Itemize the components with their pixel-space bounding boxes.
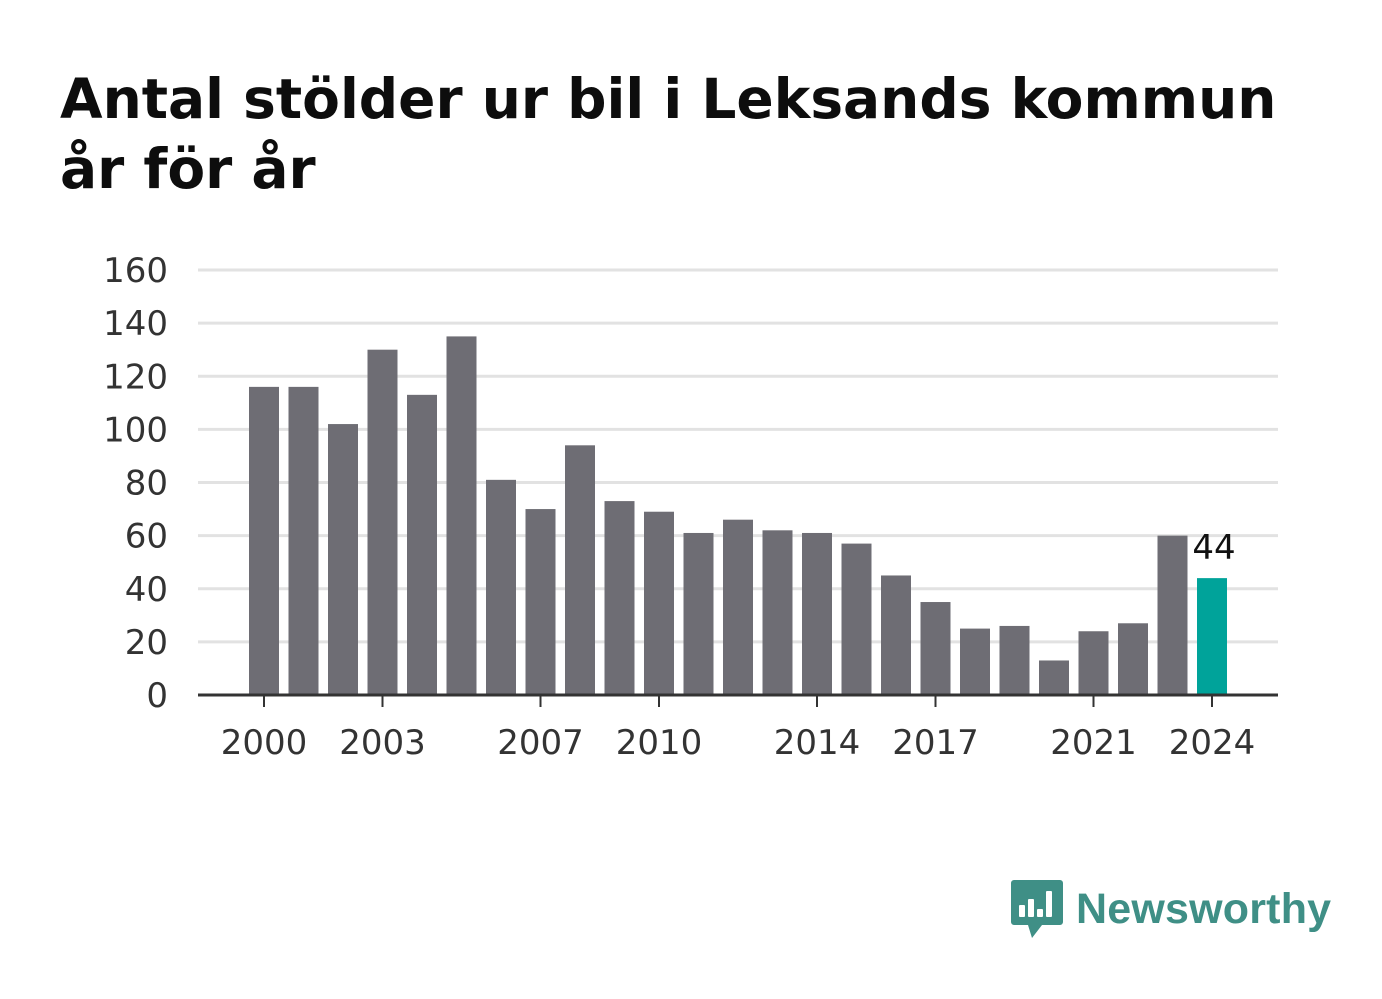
bar-2015 xyxy=(841,543,872,695)
bar-2007 xyxy=(525,509,556,695)
y-tick-label: 100 xyxy=(103,410,168,450)
y-tick-label: 20 xyxy=(125,623,168,663)
x-axis-ticks: 2000 2003 2007 2010 2014 2017 2021 2024 xyxy=(221,695,1256,763)
y-tick-label: 120 xyxy=(103,357,168,397)
bar-2000 xyxy=(249,386,279,695)
bar-2018 xyxy=(960,628,990,695)
bar-2008 xyxy=(565,445,595,695)
y-tick-label: 80 xyxy=(125,464,168,504)
bar-2009 xyxy=(604,501,635,695)
x-tick-label: 2010 xyxy=(616,723,703,763)
bar-2002 xyxy=(328,424,358,695)
data-labels: 44 xyxy=(1192,528,1235,568)
x-tick-label: 2021 xyxy=(1050,723,1137,763)
y-tick-label: 140 xyxy=(103,304,168,344)
x-tick-label: 2007 xyxy=(497,723,584,763)
bar-2014 xyxy=(802,532,832,695)
y-tick-label: 60 xyxy=(125,517,168,557)
bar-2013 xyxy=(762,530,793,695)
bar-2012 xyxy=(723,519,753,695)
data-label-highlight: 44 xyxy=(1192,528,1235,568)
bar-2010 xyxy=(644,511,674,695)
chart-title: Antal stölder ur bil i Leksands kommun å… xyxy=(60,67,1277,201)
bar-2020 xyxy=(1039,660,1069,695)
bar-2017 xyxy=(920,602,951,695)
x-tick-label: 2000 xyxy=(221,723,308,763)
y-tick-label: 40 xyxy=(125,570,168,610)
y-axis-ticks: 0 20 40 60 80 100 120 140 160 xyxy=(103,251,168,716)
brand: Newsworthy xyxy=(1010,878,1331,940)
bar-2006 xyxy=(486,479,516,695)
bar-2004 xyxy=(407,394,437,695)
y-tick-label: 160 xyxy=(103,251,168,291)
brand-name: Newsworthy xyxy=(1076,884,1332,933)
x-tick-label: 2014 xyxy=(774,723,861,763)
x-tick-label: 2017 xyxy=(892,723,979,763)
bars xyxy=(249,336,1227,695)
bar-2003 xyxy=(367,349,398,695)
y-tick-label: 0 xyxy=(146,676,168,716)
newsworthy-logo-icon xyxy=(1011,880,1063,938)
bar-2021 xyxy=(1078,631,1109,695)
bar-2016 xyxy=(881,575,911,695)
bar-2022 xyxy=(1118,623,1148,695)
x-tick-label: 2024 xyxy=(1169,723,1256,763)
bar-2019 xyxy=(999,625,1030,695)
bar-2001 xyxy=(288,386,319,695)
bar-2005 xyxy=(446,336,477,695)
bar-2023 xyxy=(1157,535,1188,695)
bar-2011 xyxy=(683,532,714,695)
bar-2024 xyxy=(1197,578,1227,695)
x-tick-label: 2003 xyxy=(339,723,426,763)
